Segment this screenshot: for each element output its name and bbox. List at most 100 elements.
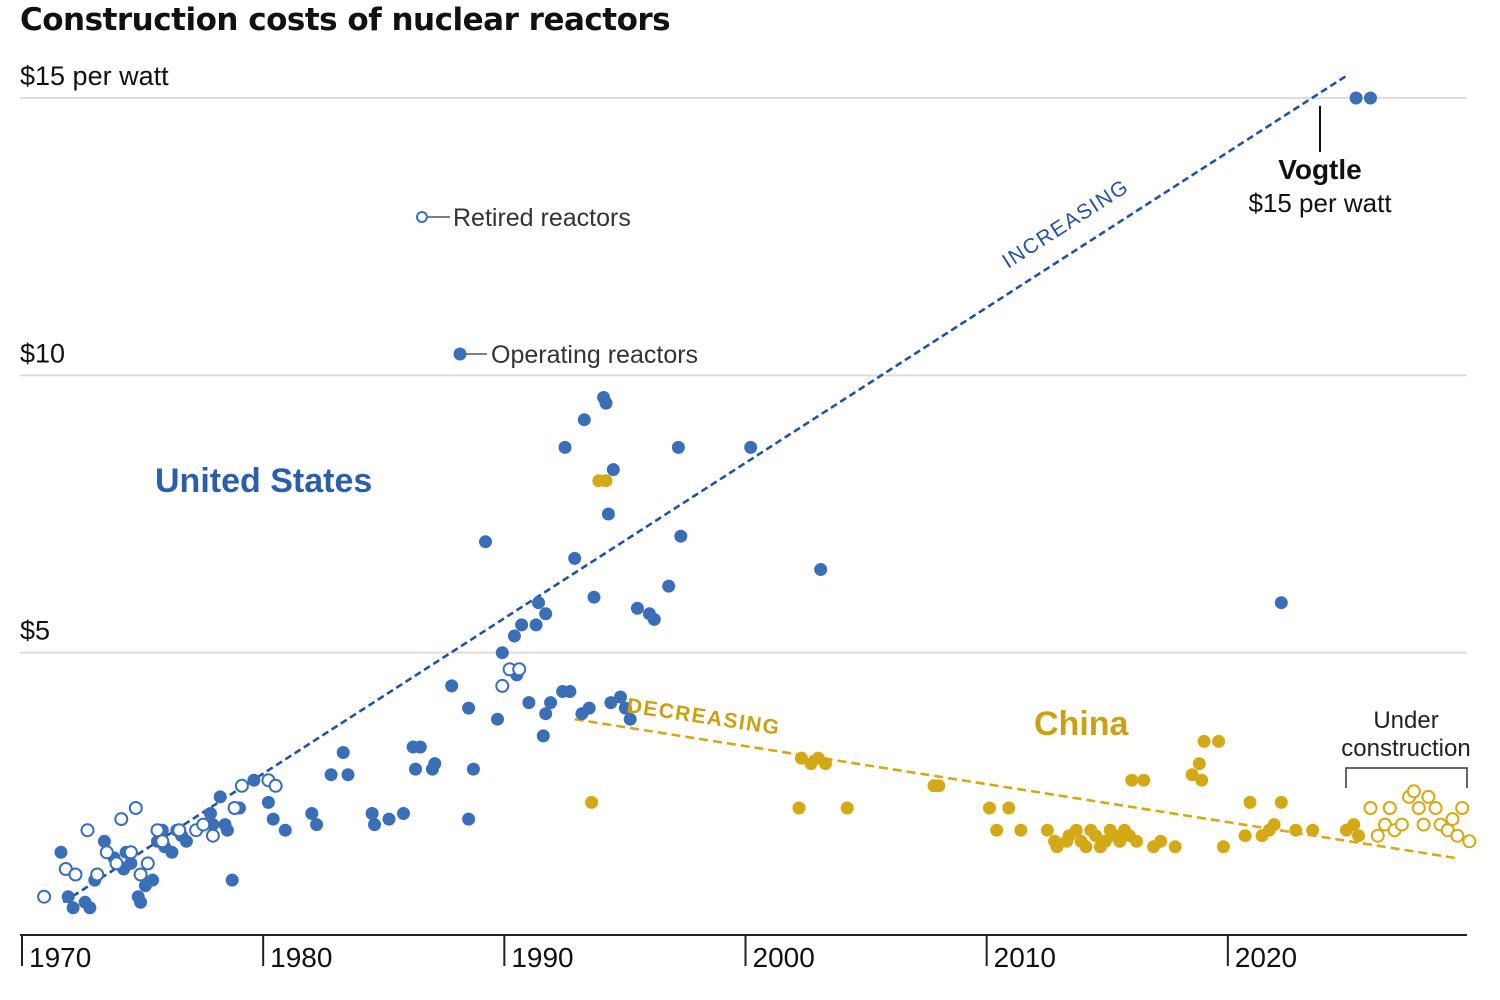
us-operating-point [382,812,396,826]
x-tick-label: 1970 [29,942,91,973]
china-operating-point [1212,734,1226,748]
china-under-construction-point [1462,834,1477,849]
us-retired-point [68,867,83,882]
china-operating-point [792,801,806,815]
us-operating-point [1274,596,1288,610]
us-operating-point [674,529,688,543]
under-construction-label: construction [1341,735,1470,762]
us-operating-point [204,807,217,820]
us-retired-point [114,812,129,827]
us-retired-point [234,778,249,793]
us-retired-point [128,801,143,815]
legend-operating-marker [453,347,467,361]
us-retired-point [37,889,52,904]
china-operating-point [1289,823,1303,837]
china-operating-point [1098,834,1112,848]
under-construction-bracket [1345,767,1468,788]
us-retired-point [99,845,114,860]
china-operating-point [840,801,854,815]
china-under-construction-point [1406,784,1421,799]
under-construction-label: Under [1373,707,1438,734]
us-operating-point [428,757,442,771]
us-retired-point [123,845,138,860]
us-operating-point [134,895,148,909]
china-operating-point [1192,757,1206,771]
us-retired-point [109,856,124,871]
gridlines: $15 per watt $10 $5 [20,61,1467,654]
us-operating-point [599,396,613,410]
us-operating-point [479,535,492,549]
china-under-construction-point [1445,812,1460,827]
us-operating-point [54,845,68,859]
us-operating-point [491,712,504,726]
us-operating-point [662,579,676,593]
y-tick-label: $10 [20,338,65,368]
decreasing-label: DECREASING [625,694,782,740]
china-under-construction-point [1455,801,1470,815]
china-operating-point [1168,840,1182,854]
china-under-construction-point [1394,817,1409,832]
x-tick-label: 1990 [511,942,573,973]
us-operating-point [563,685,577,698]
us-retired-point [205,828,220,843]
us-operating-point [97,834,111,848]
us-operating-point [397,807,410,820]
us-operating-point [814,563,828,576]
china-operating-point [1050,840,1064,854]
china-under-construction-point [1416,817,1431,832]
us-retired-point [196,817,211,832]
us-operating-point [179,834,193,848]
us-operating-point [522,696,536,710]
us-operating-point [630,601,644,615]
us-operating-point [744,440,758,454]
china-operating-point [1352,829,1365,843]
us-operating-point [413,740,427,754]
y-tick-label: $5 [20,616,50,646]
legend-retired-marker [416,211,428,223]
china-operating-point [1243,795,1257,809]
us-operating-point [495,646,509,660]
us-operating-point [558,440,572,454]
us-operating-point [66,901,80,915]
china-under-construction-point [1450,828,1465,843]
china-under-construction-point [1363,801,1378,815]
us-retired-point [133,867,148,882]
x-axis: 1970 1980 1990 2000 2010 2020 [20,934,1467,973]
us-operating-point [462,812,476,826]
china-trend-line [574,717,1456,860]
us-operating-point [213,790,227,804]
china-operating-point [1014,823,1028,837]
us-operating-point [445,679,459,693]
china-under-construction-point [1370,828,1385,843]
china-operating-point [983,801,996,815]
us-operating-point [529,618,543,632]
x-tick-label: 2010 [994,942,1056,973]
china-operating-point [819,757,832,771]
us-operating-point [247,773,261,787]
china-operating-point [1347,818,1361,832]
us-retired-point [150,823,165,838]
china-operating-point [1040,823,1054,837]
us-operating-point [261,795,275,809]
china-under-construction-point [1411,801,1426,815]
us-operating-point [544,696,558,710]
us-operating-point [647,612,661,626]
us-operating-point [341,768,355,782]
us-operating-point [582,701,596,715]
chart-title: Construction costs of nuclear reactors [20,2,671,38]
china-under-construction-point [1421,789,1436,804]
data-points [37,91,1477,915]
us-retired-point [268,778,283,793]
us-operating-point [266,812,280,826]
us-retired-point [90,867,105,882]
us-trend-line [62,74,1348,904]
us-operating-point [336,746,350,759]
us-operating-point [305,807,319,820]
china-operating-point [1154,834,1168,848]
us-operating-point [614,690,627,704]
china-operating-point [1002,801,1016,815]
x-tick-label: 2000 [753,942,815,973]
china-operating-point [1125,773,1139,787]
y-tick-label: $15 per watt [20,61,169,91]
us-operating-point [601,507,615,521]
